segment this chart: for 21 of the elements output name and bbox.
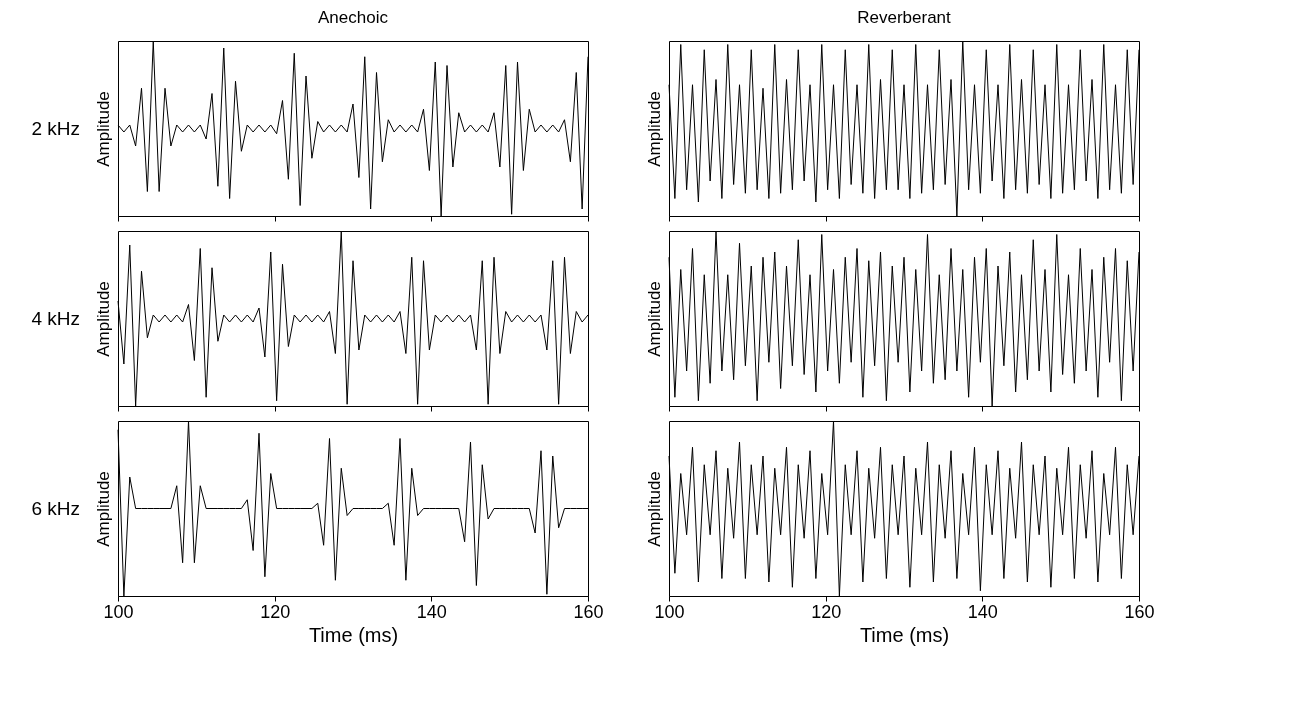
x-tick-label: 120 <box>811 601 842 622</box>
y-axis-title: Amplitude <box>93 471 113 547</box>
text: 2 kHz <box>31 117 80 139</box>
text: 4 kHz <box>31 307 80 329</box>
x-axis-title: Time (ms) <box>308 623 399 646</box>
y-axis-title: Amplitude <box>644 471 664 547</box>
x-tick-label: 160 <box>1124 601 1155 622</box>
x-tick-label: 100 <box>103 601 134 622</box>
x-tick-label: 120 <box>260 601 291 622</box>
y-axis-title: Amplitude <box>93 281 113 357</box>
y-axis-title: Amplitude <box>93 91 113 167</box>
text: 6 kHz <box>31 497 80 519</box>
y-axis-title: Amplitude <box>644 281 664 357</box>
x-tick-label: 100 <box>654 601 685 622</box>
x-axis-title: Time (ms) <box>859 623 950 646</box>
chart-title: Reverberant <box>857 7 952 27</box>
chart-title: Anechoic <box>318 7 389 27</box>
x-tick-label: 140 <box>967 601 998 622</box>
x-tick-label: 160 <box>573 601 604 622</box>
x-tick-label: 140 <box>416 601 447 622</box>
y-axis-title: Amplitude <box>644 91 664 167</box>
